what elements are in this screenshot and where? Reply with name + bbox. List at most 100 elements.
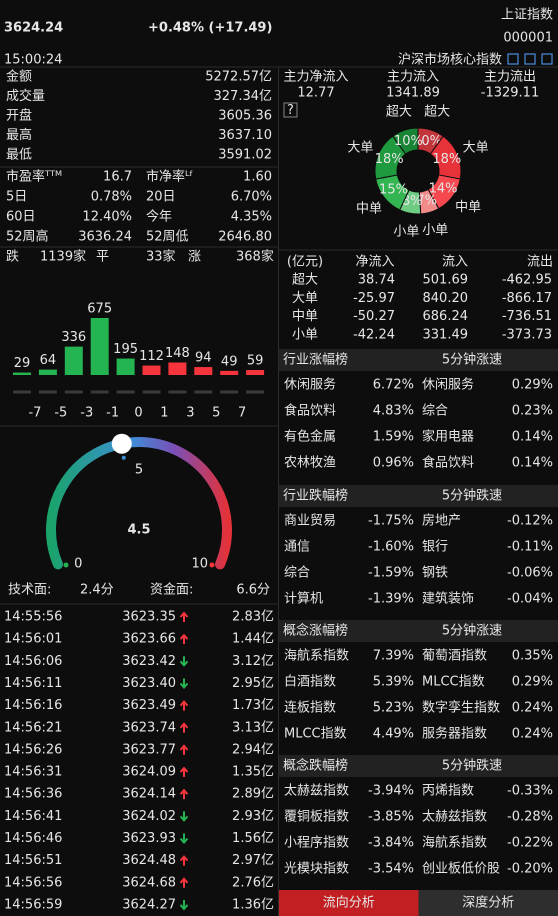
board-name[interactable]: 家用电器 bbox=[422, 429, 474, 445]
separators bbox=[0, 66, 558, 916]
trade-price: 3624.27 bbox=[122, 897, 176, 912]
trade-vol: 2.95亿 bbox=[232, 676, 274, 691]
donut-name: 大单 bbox=[463, 141, 489, 156]
trade-time: 14:56:06 bbox=[4, 654, 62, 669]
board-name[interactable]: 房地产 bbox=[422, 513, 461, 529]
flow-value: -866.17 bbox=[502, 291, 552, 306]
board-name[interactable]: 数字孪生指数 bbox=[422, 700, 500, 716]
header-icons bbox=[507, 53, 553, 65]
gauge-tick: 5 bbox=[135, 463, 143, 478]
hist-bar bbox=[38, 369, 57, 375]
trade-vol: 1.36亿 bbox=[232, 897, 274, 912]
trade-arrow bbox=[179, 633, 189, 645]
board-header bbox=[279, 755, 558, 777]
board-name[interactable]: 休闲服务 bbox=[422, 377, 474, 393]
board-name[interactable]: 计算机 bbox=[284, 592, 323, 607]
board-name[interactable]: 白酒指数 bbox=[284, 674, 336, 690]
trade-time: 14:56:01 bbox=[4, 632, 62, 647]
board-name[interactable]: 通信 bbox=[284, 540, 310, 555]
ratio-label: 今年 bbox=[146, 209, 172, 225]
icon-bell[interactable] bbox=[524, 53, 536, 65]
board-pct: -0.11% bbox=[507, 540, 553, 555]
trade-time: 14:56:16 bbox=[4, 698, 62, 713]
hist-edge: 5 bbox=[212, 406, 220, 421]
flow-label: 超大 bbox=[292, 273, 318, 288]
board-name[interactable]: 食品饮料 bbox=[422, 455, 474, 471]
board-pct: -3.94% bbox=[368, 784, 414, 799]
icon-edit[interactable] bbox=[507, 53, 519, 65]
board-name[interactable]: 建筑装饰 bbox=[422, 591, 474, 607]
hist-value: 59 bbox=[247, 354, 264, 369]
hist-value: 195 bbox=[113, 342, 138, 357]
board-pct: -1.75% bbox=[368, 514, 414, 529]
hist-bar bbox=[142, 365, 161, 375]
hist-value: 112 bbox=[139, 349, 164, 364]
board-name[interactable]: 商业贸易 bbox=[284, 514, 336, 529]
board-name[interactable]: 农林牧渔 bbox=[284, 456, 336, 471]
help[interactable]: ? bbox=[287, 103, 294, 118]
tab-bg[interactable] bbox=[279, 890, 419, 916]
hist-bar bbox=[246, 370, 265, 375]
gauge-value: 4.5 bbox=[127, 523, 150, 538]
board-title: 概念跌幅榜 bbox=[283, 758, 348, 774]
board-name[interactable]: 光模块指数 bbox=[284, 862, 349, 877]
trade-vol: 2.93亿 bbox=[232, 809, 274, 824]
trade-vol: 2.83亿 bbox=[232, 610, 274, 625]
board-name[interactable]: 有色金属 bbox=[284, 429, 336, 445]
hist-edge: -7 bbox=[28, 406, 41, 421]
trade-price: 3624.68 bbox=[122, 875, 176, 890]
board-name[interactable]: MLCC指数 bbox=[284, 727, 347, 742]
flow-label: 中单 bbox=[292, 309, 318, 324]
board-pct: 5.23% bbox=[373, 701, 414, 716]
donut-label: 10% bbox=[413, 134, 442, 149]
trade-arrow bbox=[179, 766, 189, 778]
donut-label: 14% bbox=[429, 182, 458, 197]
ratio-value: 2646.80 bbox=[218, 230, 272, 245]
help-box[interactable] bbox=[283, 102, 298, 118]
board-pct: -1.39% bbox=[368, 592, 414, 607]
icon-add[interactable] bbox=[541, 53, 553, 65]
ratio-value: 3636.24 bbox=[78, 230, 132, 245]
trade-price: 3623.77 bbox=[122, 742, 176, 757]
board-name[interactable]: 休闲服务 bbox=[284, 377, 336, 393]
tab-bg[interactable] bbox=[418, 890, 558, 916]
board-name[interactable]: MLCC指数 bbox=[422, 675, 485, 690]
donut-name: 超大 bbox=[424, 105, 450, 120]
board-name[interactable]: 综合 bbox=[422, 404, 448, 419]
board-name[interactable]: 连板指数 bbox=[284, 700, 336, 716]
hist-value: 49 bbox=[221, 354, 238, 369]
board-header bbox=[279, 349, 558, 371]
board-name[interactable]: 食品饮料 bbox=[284, 403, 336, 419]
board-name[interactable]: 钢铁 bbox=[422, 566, 448, 581]
board-pct: 0.23% bbox=[512, 404, 553, 419]
donut-label: 18% bbox=[375, 152, 404, 167]
board-name[interactable]: 综合 bbox=[284, 566, 310, 581]
board-name[interactable]: 创业板低价股 bbox=[422, 862, 500, 877]
board-name[interactable]: 服务器指数 bbox=[422, 726, 487, 742]
tech-score: 2.4分 bbox=[80, 583, 114, 598]
flow-value: -25.97 bbox=[353, 291, 395, 306]
board-title: 概念涨幅榜 bbox=[283, 623, 348, 639]
board-name[interactable]: 海航系指数 bbox=[284, 648, 349, 664]
board-name[interactable]: 丙烯指数 bbox=[422, 784, 474, 799]
board-name[interactable]: 海航系指数 bbox=[422, 835, 487, 851]
board-name[interactable]: 银行 bbox=[422, 540, 448, 555]
fund-label: 资金面: bbox=[150, 582, 193, 598]
tab[interactable]: 流向分析 bbox=[323, 895, 375, 911]
board-name[interactable]: 葡萄酒指数 bbox=[422, 649, 487, 664]
hist-edge: 0 bbox=[134, 406, 142, 421]
board-name[interactable]: 小程序指数 bbox=[284, 836, 349, 851]
board-name[interactable]: 太赫兹指数 bbox=[284, 784, 349, 799]
ratio-value: 0.78% bbox=[91, 190, 132, 205]
gauge-dot bbox=[209, 562, 215, 568]
board-name[interactable]: 太赫兹指数 bbox=[422, 810, 487, 825]
hist-value: 148 bbox=[165, 346, 190, 361]
donut-name: 小单 bbox=[422, 223, 448, 238]
flow-value: 331.49 bbox=[423, 327, 469, 342]
board-header bbox=[279, 620, 558, 642]
donut-slice bbox=[392, 127, 419, 155]
tab[interactable]: 深度分析 bbox=[462, 895, 514, 911]
hist-bar bbox=[194, 367, 213, 375]
board-name[interactable]: 覆铜板指数 bbox=[284, 810, 349, 825]
